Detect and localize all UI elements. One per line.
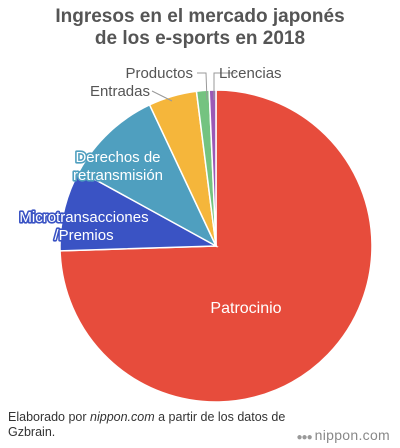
slice-label-line: Derechos de xyxy=(75,149,160,166)
slice-label-derechos-de-retransmision: Derechos de retransmisión xyxy=(73,149,163,184)
logo-text: nippon.com xyxy=(314,427,390,443)
slice-label-line: Patrocinio xyxy=(210,300,281,317)
slice-label-line: Microtransacciones xyxy=(19,209,148,226)
slice-label-line: Licencias xyxy=(219,65,282,82)
source-site: nippon.com xyxy=(90,410,155,424)
slice-label-entradas: Entradas xyxy=(90,83,150,100)
slice-label-productos: Productos xyxy=(125,65,193,82)
slice-label-line: Productos xyxy=(125,65,193,82)
source-prefix: Elaborado por xyxy=(8,410,91,424)
slice-label-line: Entradas xyxy=(90,83,150,100)
leader-line-productos xyxy=(197,72,208,101)
pie-chart: Patrocinio Microtransacciones/Premios Dere… xyxy=(18,65,373,403)
pie-slice-microtransacciones-premios xyxy=(59,169,219,252)
slice-label-line: retransmisión xyxy=(73,167,163,184)
source-suffix: a partir de los datos de Gzbrain. xyxy=(8,410,286,439)
slice-label-line: /Premios xyxy=(54,227,113,244)
leader-line-entradas xyxy=(151,90,173,102)
chart-title-line-2: de los e-sports en 2018 xyxy=(94,28,306,49)
pie-slice-derechos-de-retransmision xyxy=(78,103,218,248)
chart-title: Ingresos en el mercado japonés de los e-… xyxy=(0,6,400,50)
slice-label-microtransacciones-premios: Microtransacciones/Premios xyxy=(19,209,148,244)
slice-label-patrocinio: Patrocinio xyxy=(210,300,281,317)
leader-line-licencias xyxy=(213,72,236,100)
source-note: Elaborado por nippon.com a partir de los… xyxy=(8,410,298,440)
chart-title-line-1: Ingresos en el mercado japonés xyxy=(55,6,345,27)
logo-dots-icon: ●●● xyxy=(296,432,312,443)
pie-slice-licencias xyxy=(208,89,217,247)
slice-label-licencias: Licencias xyxy=(219,65,282,82)
nippon-logo: ●●● nippon.com xyxy=(296,427,390,443)
